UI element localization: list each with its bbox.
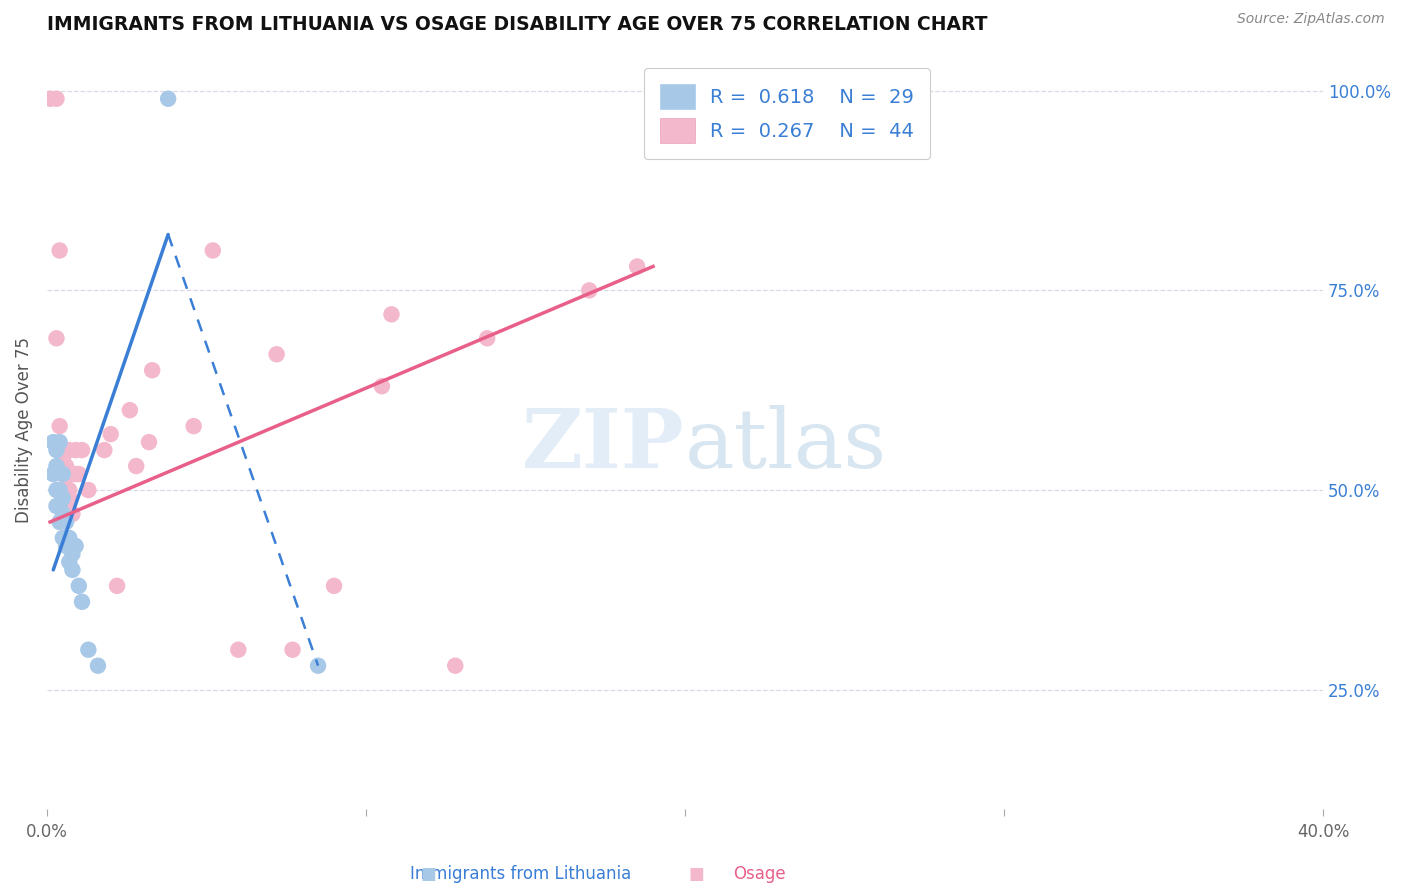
Point [48,419,70,434]
Text: Source: ZipAtlas.com: Source: ZipAtlas.com [1237,12,1385,26]
Point [77,642,100,657]
Point [52,467,75,481]
Point [477,331,499,345]
Point [70,595,93,609]
Point [48,483,70,497]
Legend: R =  0.618    N =  29, R =  0.267    N =  44: R = 0.618 N = 29, R = 0.267 N = 44 [644,68,929,159]
Point [157,92,180,106]
Point [52,483,75,497]
Point [55,458,77,473]
Point [48,435,70,450]
Point [48,499,70,513]
Point [52,451,75,466]
Point [201,244,224,258]
Text: ■: ■ [420,864,437,882]
Point [55,499,77,513]
Y-axis label: Disability Age Over 75: Disability Age Over 75 [15,337,32,523]
Point [52,507,75,521]
Point [48,244,70,258]
Text: atlas: atlas [685,405,887,485]
Point [444,658,467,673]
Point [52,467,75,481]
Point [62,547,84,561]
Point [141,363,163,377]
Point [67,579,90,593]
Point [371,379,394,393]
Point [65,539,87,553]
Point [125,458,148,473]
Point [93,443,115,458]
Point [100,427,122,442]
Point [138,435,160,450]
Point [55,531,77,545]
Point [48,443,70,458]
Text: ■: ■ [688,864,704,882]
Point [42,467,65,481]
Point [45,483,67,497]
Point [62,507,84,521]
Point [58,491,80,505]
Point [58,443,80,458]
Text: Immigrants from Lithuania: Immigrants from Lithuania [409,864,631,882]
Point [55,515,77,529]
Point [48,515,70,529]
Point [45,458,67,473]
Point [58,539,80,553]
Point [281,642,304,657]
Point [70,443,93,458]
Point [55,507,77,521]
Point [58,531,80,545]
Point [62,467,84,481]
Point [65,443,87,458]
Point [118,403,141,417]
Point [45,331,67,345]
Point [105,579,128,593]
Point [77,483,100,497]
Text: ZIP: ZIP [523,405,685,485]
Point [62,563,84,577]
Point [52,458,75,473]
Point [183,419,205,434]
Point [87,658,110,673]
Point [58,467,80,481]
Point [67,467,90,481]
Text: Osage: Osage [733,864,786,882]
Point [39,92,62,106]
Point [228,642,250,657]
Point [58,555,80,569]
Point [380,307,402,321]
Point [58,483,80,497]
Point [626,260,648,274]
Point [578,284,600,298]
Point [52,491,75,505]
Point [55,539,77,553]
Point [65,467,87,481]
Point [55,483,77,497]
Point [42,435,65,450]
Point [45,499,67,513]
Point [307,658,329,673]
Point [266,347,288,361]
Point [45,443,67,458]
Point [323,579,346,593]
Point [45,92,67,106]
Point [52,531,75,545]
Text: IMMIGRANTS FROM LITHUANIA VS OSAGE DISABILITY AGE OVER 75 CORRELATION CHART: IMMIGRANTS FROM LITHUANIA VS OSAGE DISAB… [46,15,987,34]
